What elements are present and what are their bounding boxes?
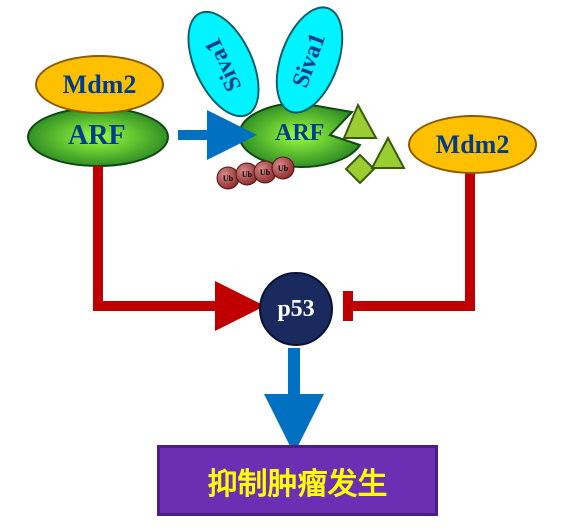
p53-label: p53 [277, 296, 314, 323]
siva1-bound-label: Siva1 [287, 29, 332, 91]
siva1-free: Siva1 [173, 0, 275, 128]
arf-fragment [344, 105, 376, 138]
mdm2-right: Mdm2 [408, 115, 537, 174]
arf-left-label: ARF [68, 120, 126, 152]
diagram-stage: Ub Ub Ub Ub Mdm2 ARF Siva1 Siva1 ARF [0, 0, 576, 531]
ubiquitin-label: Ub [223, 174, 234, 183]
arrow-arf-to-p53 [98, 166, 240, 306]
ubiquitin-chain: Ub Ub Ub Ub [217, 157, 294, 189]
mdm2-right-label: Mdm2 [436, 130, 510, 160]
tumor-suppression-box: 抑制肿瘤发生 [157, 445, 438, 516]
arf-fragment [346, 155, 374, 183]
ubiquitin-label: Ub [260, 168, 271, 177]
arf-fragment [372, 138, 404, 168]
siva1-bound: Siva1 [263, 0, 357, 123]
ubiquitin-label: Ub [278, 164, 289, 173]
arrow-mdm2-inhibits-p53 [348, 170, 470, 306]
ubiquitin: Ub [272, 157, 294, 179]
ubiquitin: Ub [217, 167, 239, 189]
siva1-free-label: Siva1 [199, 33, 247, 95]
mdm2-left-label: Mdm2 [63, 70, 137, 100]
ubiquitin: Ub [236, 163, 258, 185]
ubiquitin: Ub [254, 161, 276, 183]
arf-right-label: ARF [275, 120, 324, 147]
p53-node: p53 [259, 272, 333, 346]
mdm2-left: Mdm2 [35, 55, 164, 114]
tumor-suppression-label: 抑制肿瘤发生 [208, 459, 388, 503]
ubiquitin-label: Ub [242, 170, 253, 179]
